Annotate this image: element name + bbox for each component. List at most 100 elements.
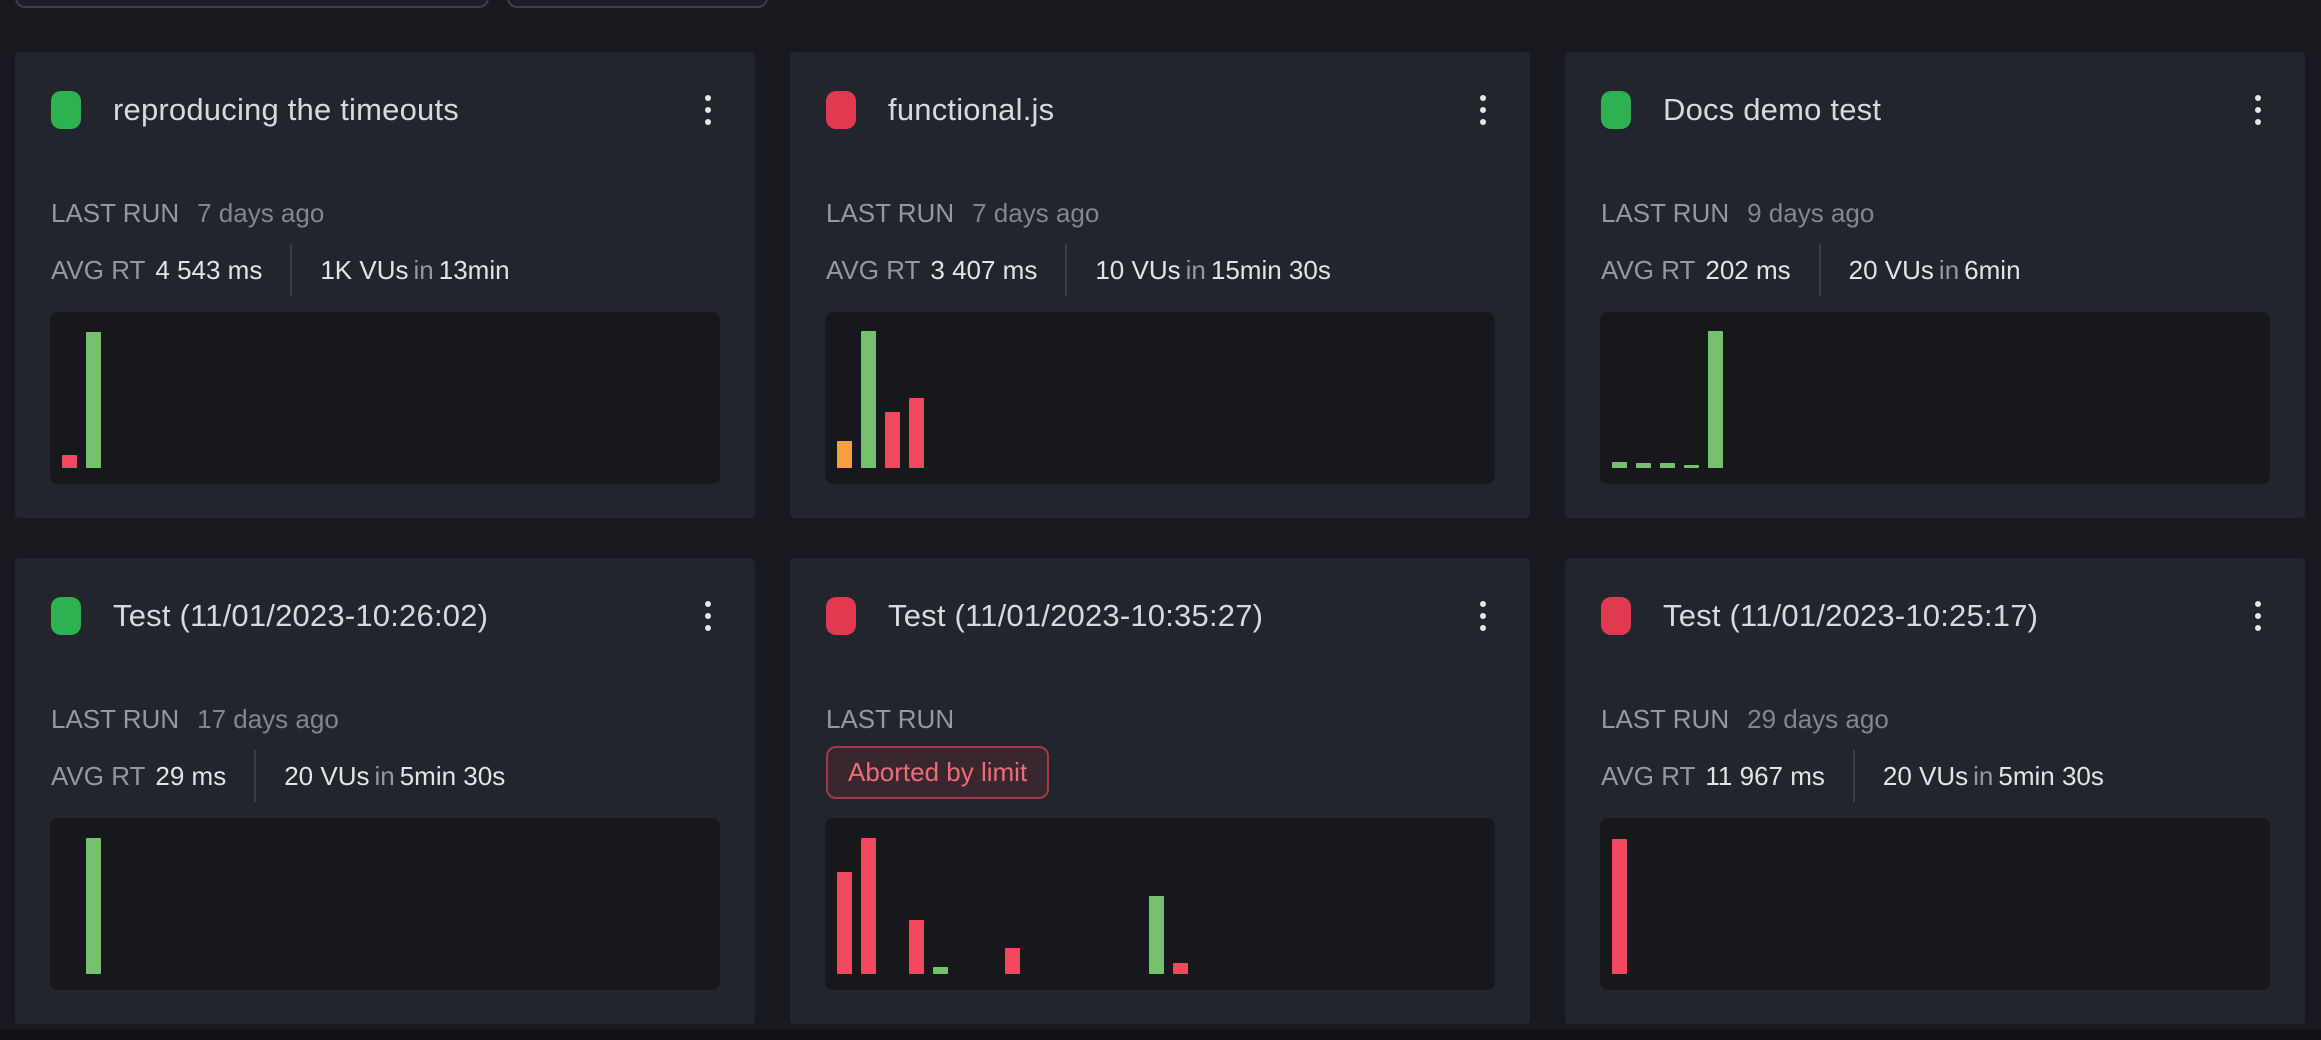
status-dot [51,91,81,129]
last-run-label: LAST RUN [1601,704,1730,734]
last-run-value: 7 days ago [972,198,1100,228]
last-run-row: LAST RUN [826,704,972,735]
last-run-row: LAST RUN 7 days ago [51,198,324,229]
kebab-menu-icon[interactable] [691,593,725,639]
run-history-chart [825,818,1495,990]
filter-dropdown[interactable] [507,0,768,8]
run-history-chart [50,312,720,484]
test-title: Test (11/01/2023-10:26:02) [113,598,489,633]
status-dot [1601,597,1631,635]
in-label: in [374,760,395,791]
chart-bar [1612,839,1627,974]
chart-bar [1684,465,1699,468]
stats-row: AVG RT 202 ms 20 VUs in 6min [1601,244,2021,296]
last-run-label: LAST RUN [826,704,955,734]
avg-rt-label: AVG RT [1601,760,1696,791]
run-history-chart [825,312,1495,484]
card-header: Test (11/01/2023-10:26:02) [51,594,725,638]
card-header: Test (11/01/2023-10:35:27) [826,594,1500,638]
test-title: Docs demo test [1663,92,1882,127]
avg-rt-value: 29 ms [155,760,227,791]
test-card[interactable]: functional.js LAST RUN 7 days ago AVG RT… [790,52,1530,518]
vus-value: 10 VUs [1095,254,1181,285]
status-dot [826,91,856,129]
stats-divider [254,750,257,802]
chart-bar [86,332,101,468]
chart-bar [861,838,876,974]
test-title: functional.js [888,92,1055,127]
duration-value: 6min [1964,254,2021,285]
stats-row: AVG RT 3 407 ms 10 VUs in 15min 30s [826,244,1331,296]
last-run-value: 9 days ago [1747,198,1875,228]
test-card[interactable]: Test (11/01/2023-10:35:27) LAST RUN Abor… [790,558,1530,1024]
stats-row: AVG RT 11 967 ms 20 VUs in 5min 30s [1601,750,2104,802]
test-card[interactable]: Test (11/01/2023-10:25:17) LAST RUN 29 d… [1565,558,2305,1024]
avg-rt-value: 4 543 ms [155,254,263,285]
avg-rt-value: 3 407 ms [930,254,1038,285]
duration-value: 5min 30s [399,760,506,791]
chart-bar [837,441,852,468]
chart-bar [909,920,924,974]
chart-bar [1660,463,1675,468]
kebab-menu-icon[interactable] [1466,87,1500,133]
chart-bar [861,331,876,468]
status-dot [1601,91,1631,129]
kebab-menu-icon[interactable] [2241,593,2275,639]
avg-rt-label: AVG RT [51,760,146,791]
card-header: Test (11/01/2023-10:25:17) [1601,594,2275,638]
last-run-value: 29 days ago [1747,704,1889,734]
chart-bar [62,455,77,468]
chart-bar [1005,948,1020,974]
test-title: Test (11/01/2023-10:25:17) [1663,598,2039,633]
chart-bar [86,838,101,974]
last-run-row: LAST RUN 7 days ago [826,198,1099,229]
chart-bar [885,412,900,468]
chart-bar [1708,331,1723,468]
test-card[interactable]: Test (11/01/2023-10:26:02) LAST RUN 17 d… [15,558,755,1024]
vus-value: 20 VUs [284,760,370,791]
test-card[interactable]: reproducing the timeouts LAST RUN 7 days… [15,52,755,518]
in-label: in [1973,760,1994,791]
avg-rt-label: AVG RT [1601,254,1696,285]
stats-divider [1818,244,1821,296]
card-header: functional.js [826,88,1500,132]
duration-value: 13min [438,254,510,285]
chart-bar [933,967,948,974]
kebab-menu-icon[interactable] [691,87,725,133]
last-run-label: LAST RUN [1601,198,1730,228]
aborted-by-limit-badge: Aborted by limit [826,746,1050,799]
last-run-value: 7 days ago [197,198,325,228]
search-input[interactable] [15,0,489,8]
run-history-chart [1600,312,2270,484]
last-run-label: LAST RUN [826,198,955,228]
card-header: Docs demo test [1601,88,2275,132]
chart-bar [1636,463,1651,468]
in-label: in [1938,254,1960,285]
run-history-chart [1600,818,2270,990]
kebab-menu-icon[interactable] [2241,87,2275,133]
card-header: reproducing the timeouts [51,88,725,132]
last-run-row: LAST RUN 9 days ago [1601,198,1874,229]
kebab-menu-icon[interactable] [1466,593,1500,639]
run-history-chart [50,818,720,990]
stats-divider [290,244,293,296]
vus-value: 20 VUs [1848,254,1934,285]
duration-value: 5min 30s [1998,760,2104,791]
status-dot [51,597,81,635]
chart-bar [1173,963,1188,974]
vus-value: 20 VUs [1882,760,1969,791]
stats-row: AVG RT 4 543 ms 1K VUs in 13min [51,244,510,296]
chart-bar [1612,462,1627,468]
in-label: in [413,254,434,285]
last-run-row: LAST RUN 29 days ago [1601,704,1889,735]
test-card[interactable]: Docs demo test LAST RUN 9 days ago AVG R… [1565,52,2305,518]
avg-rt-value: 202 ms [1705,254,1791,285]
status-dot [826,597,856,635]
last-run-label: LAST RUN [51,704,180,734]
last-run-label: LAST RUN [51,198,180,228]
chart-bar [1149,896,1164,974]
stats-divider [1852,750,1855,802]
in-label: in [1185,254,1206,285]
test-title: reproducing the timeouts [113,92,459,127]
avg-rt-value: 11 967 ms [1705,760,1825,791]
